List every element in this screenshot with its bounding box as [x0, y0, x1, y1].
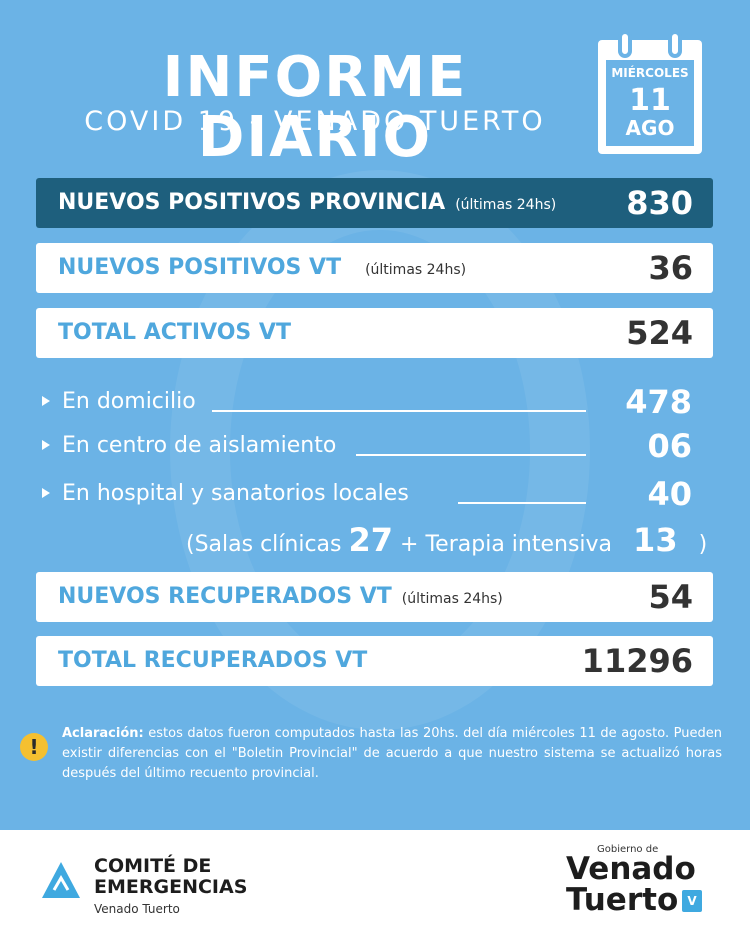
calendar-day: 11 [629, 83, 671, 118]
calendar-icon: MIÉRCOLES 11 AGO [598, 30, 702, 154]
bar-label: NUEVOS POSITIVOS PROVINCIA (últimas 24hs) [58, 178, 556, 230]
note-heading: Aclaración: [62, 726, 144, 741]
row-domicilio: En domicilio 478 [42, 382, 692, 422]
footer: COMITÉ DE EMERGENCIAS Venado Tuerto Gobi… [0, 830, 750, 936]
comite-logo-icon [42, 862, 80, 898]
venado-tuerto-line1: Venado [566, 851, 696, 887]
warning-icon: ! [20, 733, 48, 761]
calendar-face: MIÉRCOLES 11 AGO [606, 60, 694, 146]
row-aislamiento: En centro de aislamiento 06 [42, 426, 692, 466]
comite-title-line2: EMERGENCIAS [94, 876, 248, 898]
paren-close: ) [698, 532, 708, 557]
terapia-label: Terapia intensiva [425, 532, 613, 557]
salas-label: Salas clínicas [194, 532, 342, 557]
venado-tuerto-line2: Tuerto [566, 882, 679, 918]
row-label: En centro de aislamiento [62, 433, 337, 458]
bar-label-text: NUEVOS RECUPERADOS VT [58, 584, 392, 609]
venado-tuerto-logo: Venado Tuerto [566, 854, 696, 916]
bar-label: NUEVOS POSITIVOS VT (últimas 24hs) [58, 243, 466, 295]
bar-nuevos-recuperados-vt: NUEVOS RECUPERADOS VT (últimas 24hs) 54 [36, 572, 713, 622]
bar-value: 36 [648, 249, 693, 287]
row-leader-line [356, 454, 586, 456]
calendar-ring-left [618, 30, 632, 58]
comite-title: COMITÉ DE EMERGENCIAS [94, 856, 247, 898]
bar-note: (últimas 24hs) [365, 262, 467, 278]
bar-label-text: NUEVOS POSITIVOS VT [58, 255, 342, 280]
calendar-weekday: MIÉRCOLES [611, 66, 689, 80]
plus-sign: + [400, 532, 419, 557]
row-hospital: En hospital y sanatorios locales 40 [42, 474, 692, 514]
bar-total-recuperados-vt: TOTAL RECUPERADOS VT 11296 [36, 636, 713, 686]
calendar-ring-right [668, 30, 682, 58]
row-value: 40 [647, 475, 692, 513]
gobierno-label: Gobierno de [597, 844, 659, 855]
bar-label: NUEVOS RECUPERADOS VT (últimas 24hs) [58, 572, 503, 624]
bar-label-text: NUEVOS POSITIVOS PROVINCIA [58, 190, 446, 215]
bullet-icon [42, 396, 50, 406]
paren-open: ( [186, 532, 195, 557]
bar-value: 11296 [581, 642, 693, 680]
salas-value: 27 [348, 521, 394, 559]
row-leader-line [212, 410, 586, 412]
bullet-icon [42, 440, 50, 450]
note-text: estos datos fueron computados hasta las … [62, 726, 722, 781]
clarification-note: Aclaración: estos datos fueron computado… [62, 724, 722, 784]
venado-logo-icon: V [682, 890, 702, 912]
bar-label: TOTAL RECUPERADOS VT [58, 648, 368, 673]
bar-label: TOTAL ACTIVOS VT [58, 320, 291, 345]
page-title: INFORME DIARIO [162, 45, 468, 170]
comite-title-line1: COMITÉ DE [94, 855, 212, 877]
hospital-breakdown: (Salas clínicas 27 + Terapia intensiva 1… [186, 518, 726, 562]
calendar-month: AGO [625, 116, 675, 140]
bar-total-activos-vt: TOTAL ACTIVOS VT 524 [36, 308, 713, 358]
comite-subtitle: Venado Tuerto [94, 902, 180, 916]
bullet-icon [42, 488, 50, 498]
bar-value: 54 [648, 578, 693, 616]
terapia-value: 13 [633, 521, 678, 559]
row-value: 478 [625, 383, 692, 421]
row-label: En hospital y sanatorios locales [62, 481, 409, 506]
bar-nuevos-positivos-vt: NUEVOS POSITIVOS VT (últimas 24hs) 36 [36, 243, 713, 293]
row-label: En domicilio [62, 389, 196, 414]
bar-note: (últimas 24hs) [455, 197, 557, 213]
row-value: 06 [647, 427, 692, 465]
bar-value: 830 [626, 184, 693, 222]
row-leader-line [458, 502, 586, 504]
bar-nuevos-positivos-provincia: NUEVOS POSITIVOS PROVINCIA (últimas 24hs)… [36, 178, 713, 228]
bar-note: (últimas 24hs) [401, 591, 503, 607]
bar-value: 524 [626, 314, 693, 352]
page-subtitle: COVID 19 - VENADO TUERTO [84, 106, 546, 137]
